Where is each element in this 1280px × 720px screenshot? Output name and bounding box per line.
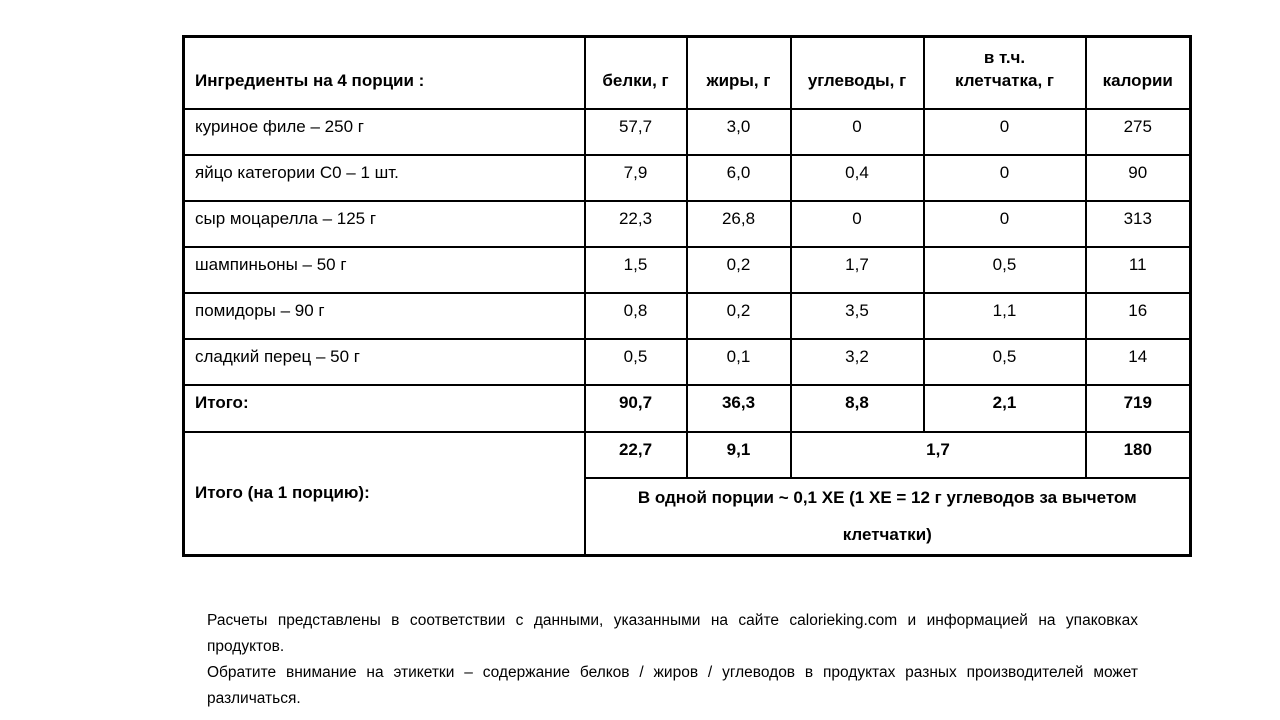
carbs-value: 0,4 <box>789 153 925 202</box>
fat-value: 0,2 <box>685 291 792 340</box>
protein-value: 57,7 <box>583 107 688 156</box>
fiber-value: 0,5 <box>922 245 1087 294</box>
total-calories: 719 <box>1084 383 1192 433</box>
table-row: куриное филе – 250 г 57,7 3,0 0 0 275 <box>182 107 1192 156</box>
nutrition-table: Ингредиенты на 4 порции : белки, г жиры,… <box>182 35 1192 557</box>
per-portion-fat: 9,1 <box>685 430 792 479</box>
per-portion-carbs: 1,7 <box>789 430 1087 479</box>
total-fat: 36,3 <box>685 383 792 433</box>
header-ingredients: Ингредиенты на 4 порции : <box>182 35 586 110</box>
header-fiber-line2: клетчатка, г <box>955 70 1054 90</box>
total-protein: 90,7 <box>583 383 688 433</box>
header-protein: белки, г <box>583 35 688 110</box>
fiber-value: 0 <box>922 153 1087 202</box>
carbs-value: 0 <box>789 199 925 248</box>
table-row: сыр моцарелла – 125 г 22,3 26,8 0 0 313 <box>182 199 1192 248</box>
header-carbs: углеводы, г <box>789 35 925 110</box>
per-portion-protein: 22,7 <box>583 430 688 479</box>
table-row: шампиньоны – 50 г 1,5 0,2 1,7 0,5 11 <box>182 245 1192 294</box>
fat-value: 3,0 <box>685 107 792 156</box>
header-calories: калории <box>1084 35 1192 110</box>
footnote: Расчеты представлены в соответствии с да… <box>207 608 1138 712</box>
table-row: яйцо категории С0 – 1 шт. 7,9 6,0 0,4 0 … <box>182 153 1192 202</box>
table-row: сладкий перец – 50 г 0,5 0,1 3,2 0,5 14 <box>182 337 1192 386</box>
fiber-value: 1,1 <box>922 291 1087 340</box>
total-row: Итого: 90,7 36,3 8,8 2,1 719 <box>182 383 1192 433</box>
carbs-value: 1,7 <box>789 245 925 294</box>
ingredient-name: помидоры – 90 г <box>182 291 586 340</box>
calories-value: 275 <box>1084 107 1192 156</box>
ingredient-name: яйцо категории С0 – 1 шт. <box>182 153 586 202</box>
protein-value: 1,5 <box>583 245 688 294</box>
protein-value: 0,5 <box>583 337 688 386</box>
calories-value: 90 <box>1084 153 1192 202</box>
protein-value: 0,8 <box>583 291 688 340</box>
carbs-value: 0 <box>789 107 925 156</box>
per-portion-calories: 180 <box>1084 430 1192 479</box>
total-label: Итого: <box>182 383 586 433</box>
footnote-line-1: Расчеты представлены в соответствии с да… <box>207 612 1138 655</box>
calories-value: 11 <box>1084 245 1192 294</box>
bread-unit-note: В одной порции ~ 0,1 ХЕ (1 ХЕ = 12 г угл… <box>583 476 1192 557</box>
calories-value: 313 <box>1084 199 1192 248</box>
per-portion-label: Итого (на 1 порцию): <box>182 430 586 557</box>
header-row: Ингредиенты на 4 порции : белки, г жиры,… <box>182 35 1192 110</box>
protein-value: 7,9 <box>583 153 688 202</box>
header-fiber-line1: в т.ч. <box>983 47 1026 67</box>
carbs-value: 3,2 <box>789 337 925 386</box>
footnote-line-2: Обратите внимание на этикетки – содержан… <box>207 664 1138 707</box>
header-fiber: в т.ч. клетчатка, г <box>922 35 1087 110</box>
calories-value: 16 <box>1084 291 1192 340</box>
total-carbs: 8,8 <box>789 383 925 433</box>
header-fat: жиры, г <box>685 35 792 110</box>
fiber-value: 0,5 <box>922 337 1087 386</box>
ingredient-name: шампиньоны – 50 г <box>182 245 586 294</box>
table-row: помидоры – 90 г 0,8 0,2 3,5 1,1 16 <box>182 291 1192 340</box>
fat-value: 0,2 <box>685 245 792 294</box>
protein-value: 22,3 <box>583 199 688 248</box>
fiber-value: 0 <box>922 199 1087 248</box>
total-fiber: 2,1 <box>922 383 1087 433</box>
bread-unit-note-row: В одной порции ~ 0,1 ХЕ (1 ХЕ = 12 г угл… <box>184 476 1192 557</box>
carbs-value: 3,5 <box>789 291 925 340</box>
fat-value: 6,0 <box>685 153 792 202</box>
ingredient-name: сыр моцарелла – 125 г <box>182 199 586 248</box>
fat-value: 26,8 <box>685 199 792 248</box>
fat-value: 0,1 <box>685 337 792 386</box>
ingredient-name: куриное филе – 250 г <box>182 107 586 156</box>
ingredient-name: сладкий перец – 50 г <box>182 337 586 386</box>
fiber-value: 0 <box>922 107 1087 156</box>
calories-value: 14 <box>1084 337 1192 386</box>
per-portion-row: Итого (на 1 порцию): 22,7 9,1 1,7 180 <box>182 430 1192 557</box>
